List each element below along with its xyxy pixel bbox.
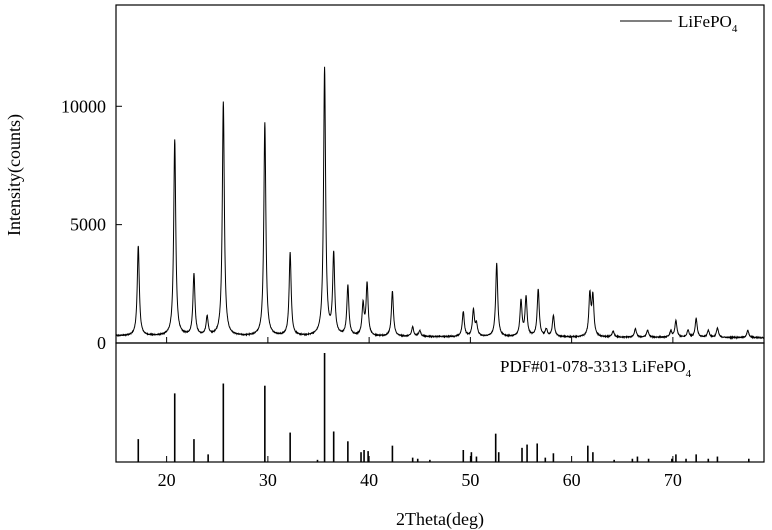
x-axis-title: 2Theta(deg) xyxy=(396,509,484,530)
x-tick-label: 50 xyxy=(461,470,479,490)
reference-label: PDF#01-078-3313 LiFePO4 xyxy=(500,357,692,380)
y-tick-label: 0 xyxy=(97,333,106,353)
x-tick-label: 60 xyxy=(563,470,581,490)
y-axis-title: Intensity(counts) xyxy=(4,114,25,236)
x-tick-label: 40 xyxy=(360,470,378,490)
legend-label: LiFePO4 xyxy=(678,12,738,35)
y-tick-label: 5000 xyxy=(70,215,106,235)
x-tick-label: 70 xyxy=(664,470,682,490)
x-axis-ticks: 20 30 40 50 60 70 xyxy=(158,337,682,490)
y-axis-ticks: 0 5000 10000 xyxy=(61,96,122,353)
x-tick-label: 20 xyxy=(158,470,176,490)
legend-label-subscript: 4 xyxy=(732,23,738,35)
reference-label-main: PDF#01-078-3313 LiFePO xyxy=(500,357,686,376)
reference-label-subscript: 4 xyxy=(686,368,692,380)
reference-sticks xyxy=(137,353,750,462)
legend-label-main: LiFePO xyxy=(678,12,732,31)
lower-plot-frame xyxy=(115,342,765,463)
y-tick-label: 10000 xyxy=(61,96,106,116)
upper-plot-frame xyxy=(115,4,765,344)
x-tick-label: 30 xyxy=(259,470,277,490)
series-line-lifepo4 xyxy=(115,66,765,340)
